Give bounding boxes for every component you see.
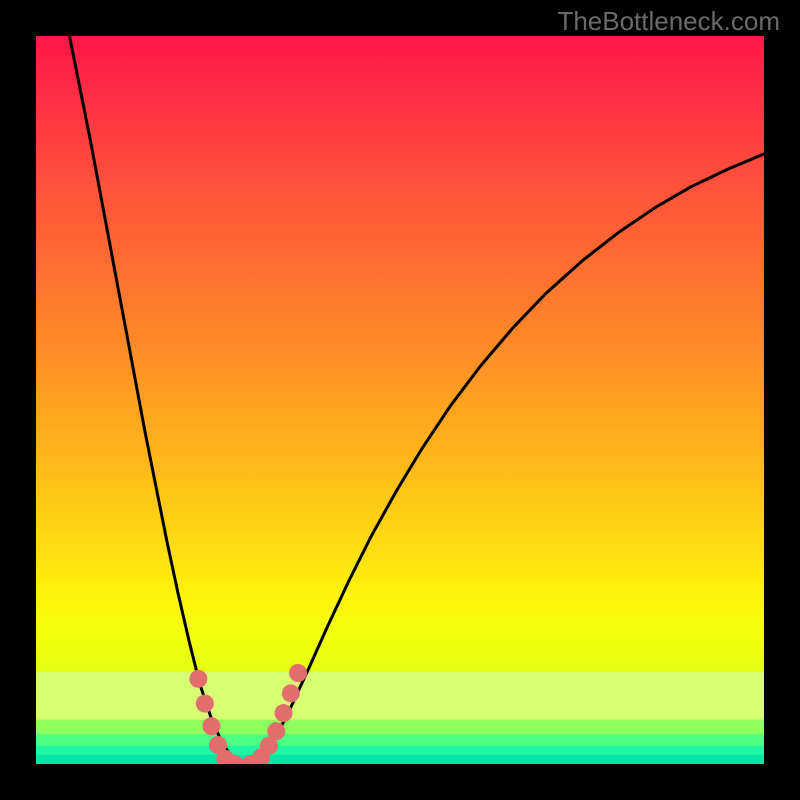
curve-marker: [196, 695, 214, 713]
curve-marker: [289, 664, 307, 682]
bottleneck-curve: [69, 36, 764, 764]
chart-stage: TheBottleneck.com: [0, 0, 800, 800]
curve-marker: [275, 704, 293, 722]
curve-marker: [202, 717, 220, 735]
curve-layer: [0, 0, 800, 800]
curve-marker: [282, 684, 300, 702]
curve-marker: [189, 670, 207, 688]
curve-marker: [267, 722, 285, 740]
curve-marker: [226, 755, 244, 773]
watermark-text: TheBottleneck.com: [557, 6, 780, 37]
